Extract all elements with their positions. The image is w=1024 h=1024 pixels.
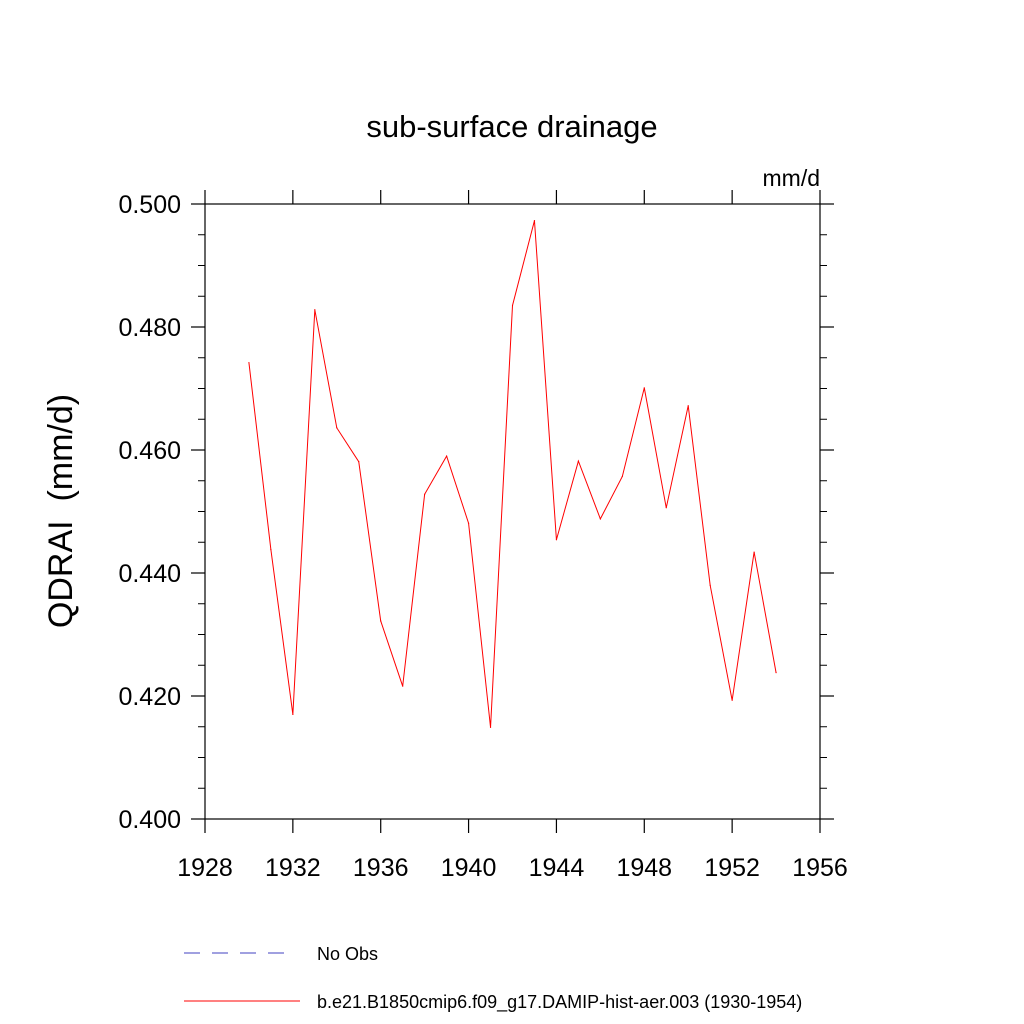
x-tick-label: 1928 bbox=[177, 854, 233, 882]
y-tick-label: 0.400 bbox=[118, 806, 181, 834]
data-point bbox=[621, 475, 623, 478]
data-point bbox=[665, 507, 667, 509]
x-tick-label: 1932 bbox=[265, 854, 321, 882]
data-point bbox=[467, 522, 470, 524]
y-tick-label: 0.420 bbox=[118, 683, 181, 711]
data-point bbox=[753, 551, 755, 553]
data-point bbox=[336, 427, 338, 429]
x-tick-label: 1956 bbox=[792, 854, 848, 882]
legend: No Obs b.e21.B1850cmip6.f09_g17.DAMIP-his… bbox=[184, 944, 802, 1013]
data-point bbox=[358, 461, 360, 463]
data-point bbox=[380, 620, 382, 622]
data-point bbox=[731, 699, 733, 701]
series-layer bbox=[248, 220, 777, 728]
y-tick-label: 0.500 bbox=[118, 191, 181, 219]
data-point bbox=[709, 584, 711, 586]
legend-label-0: No Obs bbox=[317, 944, 378, 964]
units-label: mm/d bbox=[763, 165, 821, 191]
data-point bbox=[599, 518, 601, 520]
data-point bbox=[446, 455, 448, 457]
chart-title: sub-surface drainage bbox=[366, 109, 657, 144]
data-point bbox=[775, 672, 777, 674]
y-tick-label: 0.460 bbox=[118, 437, 181, 465]
series-line-0 bbox=[248, 220, 777, 728]
x-tick-label: 1936 bbox=[353, 854, 409, 882]
data-point bbox=[643, 387, 645, 389]
axis-tick-labels: 1928 1932 1936 1940 1944 1948 1952 1956 0.400 0.4… bbox=[118, 191, 847, 882]
data-point bbox=[489, 726, 492, 728]
legend-label-1: b.e21.B1850cmip6.f09_g17.DAMIP-hist-aer.… bbox=[317, 992, 802, 1013]
data-point bbox=[248, 362, 250, 364]
x-tick-label: 1952 bbox=[704, 854, 760, 882]
data-point bbox=[511, 304, 514, 307]
data-point bbox=[687, 405, 689, 407]
x-tick-label: 1948 bbox=[616, 854, 672, 882]
x-tick-label: 1940 bbox=[441, 854, 497, 882]
plot-frame bbox=[204, 203, 821, 820]
y-tick-label: 0.480 bbox=[118, 314, 181, 342]
data-point bbox=[314, 309, 316, 311]
data-point bbox=[424, 493, 426, 495]
data-point bbox=[292, 713, 294, 716]
y-axis-label: QDRAI (mm/d) bbox=[42, 394, 80, 628]
data-point bbox=[577, 460, 579, 462]
data-point bbox=[555, 539, 558, 541]
x-tick-label: 1944 bbox=[529, 854, 585, 882]
data-point bbox=[533, 220, 536, 222]
data-point bbox=[270, 549, 272, 551]
axis-ticks bbox=[191, 190, 834, 833]
y-tick-label: 0.440 bbox=[118, 560, 181, 588]
data-point bbox=[402, 685, 404, 687]
